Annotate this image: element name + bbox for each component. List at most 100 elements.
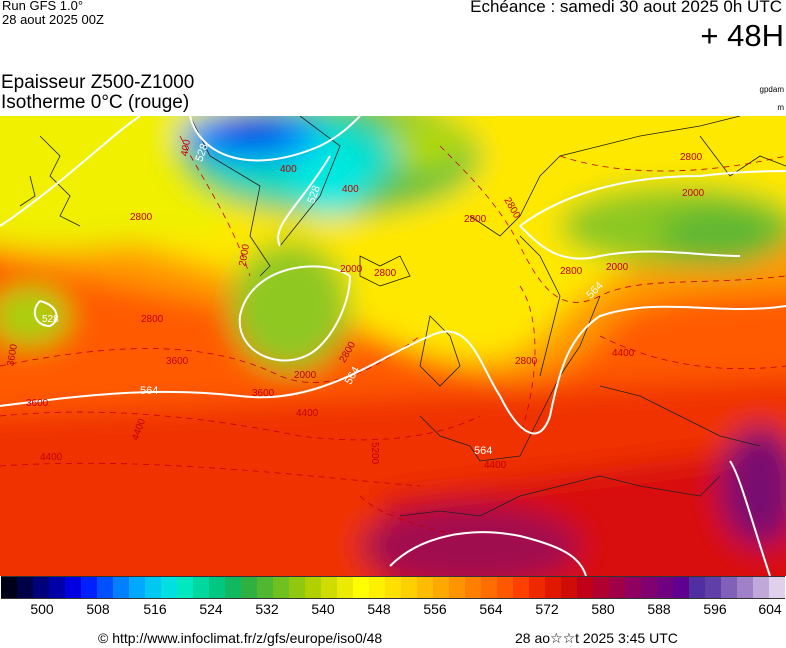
colorbar-tick: 540: [311, 601, 335, 617]
colorbar-swatch: [177, 577, 193, 598]
colorbar-swatch: [49, 577, 65, 598]
colorbar-swatch: [81, 577, 97, 598]
colorbar-swatch: [609, 577, 625, 598]
isotherm-unit: m: [777, 103, 784, 112]
thickness-label: 528: [193, 142, 211, 163]
colorbar-swatch: [17, 577, 33, 598]
isotherm-label: 2000: [682, 188, 705, 199]
colorbar-swatch: [705, 577, 721, 598]
run-date: 28 aout 2025 00Z: [2, 12, 104, 27]
thickness-label: 564: [474, 445, 492, 457]
isotherm-label: 2800: [560, 266, 583, 277]
isotherm-label: 2000: [237, 243, 252, 267]
colorbar-tick: 516: [143, 601, 167, 617]
forecast-valid-time: Echéance : samedi 30 aout 2025 0h UTC: [470, 0, 782, 16]
colorbar-swatch: [625, 577, 641, 598]
isotherm-label: 400: [179, 138, 193, 157]
colorbar-swatch: [593, 577, 609, 598]
thickness-unit: gpdam: [759, 85, 784, 94]
isotherm-label: 2000: [606, 262, 629, 273]
colorbar-tick: 572: [535, 601, 559, 617]
colorbar-swatch: [257, 577, 273, 598]
colorbar-tick: 596: [703, 601, 727, 617]
colorbar: [1, 576, 785, 599]
colorbar-swatch: [209, 577, 225, 598]
colorbar-swatch: [497, 577, 513, 598]
isotherm-label: 2800: [130, 212, 153, 223]
weather-map: 528 528 528 564 564 564 564 400 400 400 …: [0, 116, 786, 576]
colorbar-swatch: [721, 577, 737, 598]
isotherm-label: 4400: [40, 452, 63, 463]
isotherm-lines: [0, 135, 786, 537]
isotherm-label: 3600: [5, 343, 20, 367]
colorbar-swatch: [545, 577, 561, 598]
colorbar-swatch: [273, 577, 289, 598]
colorbar-tick: 564: [479, 601, 503, 617]
isotherm-label: 2800: [680, 152, 703, 163]
coastlines: [19, 116, 786, 517]
isotherm-label: 2800: [374, 268, 397, 279]
isotherm-label: 400: [342, 184, 359, 195]
colorbar-swatch: [65, 577, 81, 598]
colorbar-swatch: [161, 577, 177, 598]
thickness-field: [0, 116, 786, 576]
colorbar-swatch: [561, 577, 577, 598]
colorbar-swatch: [529, 577, 545, 598]
colorbar-swatch: [433, 577, 449, 598]
colorbar-swatch: [673, 577, 689, 598]
colorbar-swatch: [321, 577, 337, 598]
run-label: Run GFS 1.0°: [2, 0, 84, 13]
isotherm-label: 4400: [296, 408, 319, 419]
colorbar-swatch: [353, 577, 369, 598]
copyright-link[interactable]: © http://www.infoclimat.fr/z/gfs/europe/…: [98, 630, 383, 646]
colorbar-tick: 604: [758, 601, 782, 617]
colorbar-tick: 500: [30, 601, 54, 617]
colorbar-tick: 588: [647, 601, 671, 617]
colorbar-swatch: [1, 577, 17, 598]
colorbar-swatch: [129, 577, 145, 598]
colorbar-tick: 508: [86, 601, 110, 617]
map-title: Epaisseur Z500-Z1000: [1, 72, 195, 93]
isotherm-label: 3600: [252, 388, 275, 399]
map-subtitle: Isotherme 0°C (rouge): [1, 92, 190, 113]
colorbar-swatch: [513, 577, 529, 598]
colorbar-swatch: [465, 577, 481, 598]
colorbar-swatch: [145, 577, 161, 598]
colorbar-tick: 580: [591, 601, 615, 617]
colorbar-swatch: [225, 577, 241, 598]
colorbar-tick: 548: [367, 601, 391, 617]
colorbar-swatch: [97, 577, 113, 598]
colorbar-swatch: [289, 577, 305, 598]
colorbar-swatch: [305, 577, 321, 598]
colorbar-swatch: [753, 577, 769, 598]
isotherm-label: 2800: [515, 356, 538, 367]
thickness-label: 528: [42, 314, 59, 325]
isotherm-label: 400: [280, 164, 297, 175]
colorbar-swatch: [577, 577, 593, 598]
colorbar-swatch: [401, 577, 417, 598]
colorbar-swatch: [689, 577, 705, 598]
colorbar-tick: 532: [255, 601, 279, 617]
colorbar-swatch: [769, 577, 785, 598]
colorbar-tick: 556: [423, 601, 447, 617]
colorbar-tick: 524: [199, 601, 223, 617]
forecast-horizon: + 48H: [700, 18, 784, 53]
thickness-label: 564: [140, 385, 158, 397]
colorbar-swatch: [113, 577, 129, 598]
isotherm-label: 4400: [612, 348, 635, 359]
colorbar-swatch: [369, 577, 385, 598]
colorbar-swatch: [641, 577, 657, 598]
isotherm-label: 2800: [464, 214, 487, 225]
colorbar-swatch: [481, 577, 497, 598]
colorbar-swatch: [737, 577, 753, 598]
thickness-label: 528: [305, 184, 323, 205]
isotherm-label: 5200: [369, 442, 380, 465]
colorbar-swatch: [449, 577, 465, 598]
isotherm-label: 3600: [166, 356, 189, 367]
colorbar-swatch: [33, 577, 49, 598]
colorbar-swatch: [241, 577, 257, 598]
isotherm-label: 2000: [340, 264, 363, 275]
isotherm-label: 2800: [141, 314, 164, 325]
colorbar-swatch: [417, 577, 433, 598]
colorbar-swatch: [385, 577, 401, 598]
